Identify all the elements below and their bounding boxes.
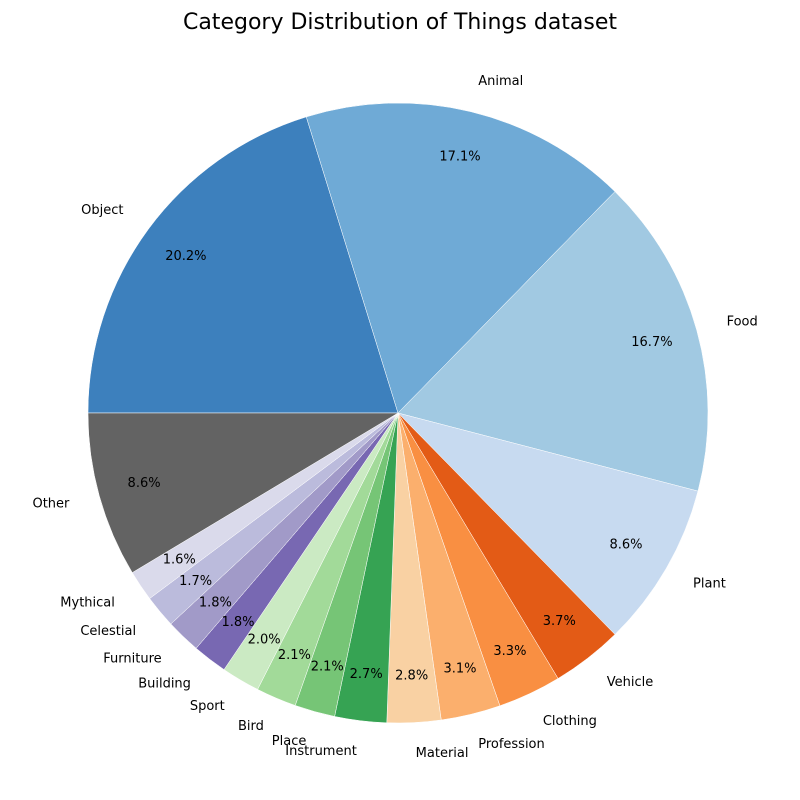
percent-label-food: 16.7% bbox=[631, 335, 672, 350]
category-labels: Object Animal Food Plant Vehicle Clothing Prof… bbox=[32, 74, 757, 761]
pie-slice-other bbox=[87, 412, 399, 573]
percent-label-other: 8.6% bbox=[128, 476, 161, 491]
category-label-object: Object bbox=[81, 203, 123, 218]
percent-label-object: 20.2% bbox=[165, 249, 206, 264]
percent-label-profession: 3.1% bbox=[443, 662, 476, 677]
pie-slice-food bbox=[397, 191, 709, 492]
percent-label-instrument: 2.7% bbox=[350, 667, 383, 682]
percent-label-furniture: 1.8% bbox=[199, 595, 232, 610]
percent-label-material: 2.8% bbox=[395, 669, 428, 684]
category-label-vehicle: Vehicle bbox=[607, 675, 654, 690]
pie-slice-animal bbox=[305, 102, 616, 414]
pie-slices bbox=[87, 102, 709, 724]
category-label-material: Material bbox=[416, 746, 469, 761]
category-label-mythical: Mythical bbox=[60, 596, 115, 611]
category-label-profession: Profession bbox=[478, 737, 545, 752]
category-label-place: Place bbox=[272, 734, 307, 749]
category-label-other: Other bbox=[32, 497, 70, 512]
category-label-sport: Sport bbox=[190, 699, 225, 714]
category-label-animal: Animal bbox=[478, 74, 523, 89]
percent-label-animal: 17.1% bbox=[439, 149, 480, 164]
percent-label-place: 2.1% bbox=[311, 659, 344, 674]
chart-title: Category Distribution of Things dataset bbox=[182, 10, 618, 35]
percent-label-plant: 8.6% bbox=[609, 538, 642, 553]
percent-labels: 20.2% 17.1% 16.7% 8.6% 3.7% 3.3% 3.1% 2.8% 2.7% 2… bbox=[128, 149, 673, 683]
percent-label-vehicle: 3.7% bbox=[543, 614, 576, 629]
category-label-celestial: Celestial bbox=[80, 624, 136, 639]
percent-label-building: 1.8% bbox=[221, 615, 254, 630]
category-label-clothing: Clothing bbox=[543, 714, 597, 729]
pie-slice-plant bbox=[397, 412, 699, 635]
category-label-instrument: Instrument bbox=[285, 744, 357, 759]
category-label-food: Food bbox=[727, 314, 758, 329]
category-label-bird: Bird bbox=[238, 719, 264, 734]
percent-label-mythical: 1.6% bbox=[163, 552, 196, 567]
percent-label-sport: 2.0% bbox=[248, 632, 281, 647]
pie-slice-object bbox=[87, 116, 399, 414]
category-label-furniture: Furniture bbox=[103, 651, 161, 666]
percent-label-bird: 2.1% bbox=[278, 648, 311, 663]
category-label-plant: Plant bbox=[693, 576, 726, 591]
percent-label-clothing: 3.3% bbox=[493, 644, 526, 659]
percent-label-celestial: 1.7% bbox=[179, 574, 212, 589]
category-label-building: Building bbox=[138, 676, 191, 691]
